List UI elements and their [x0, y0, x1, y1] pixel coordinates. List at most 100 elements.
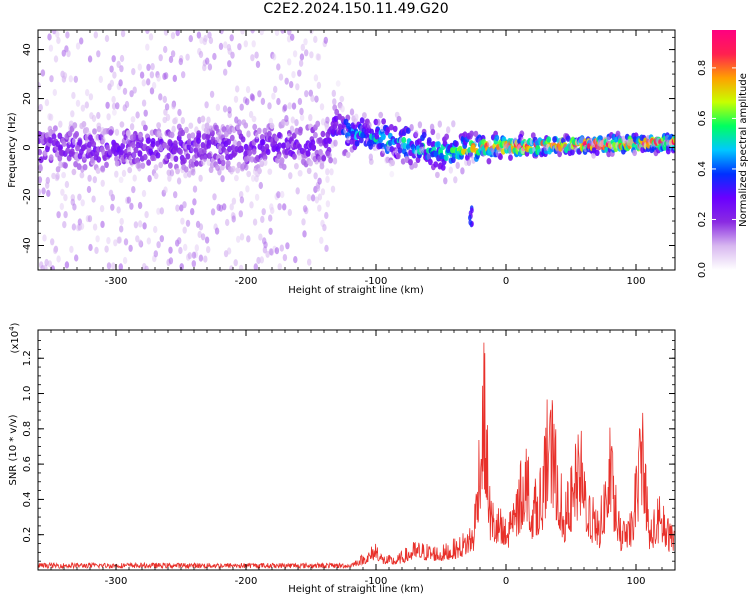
spectrogram-cell [104, 23, 108, 30]
spectrogram-cell [201, 148, 207, 155]
spectrogram-cell [307, 258, 312, 266]
spectrogram-cell [277, 263, 282, 270]
spectrogram-cell [293, 256, 298, 264]
spectrogram-cell [229, 203, 234, 211]
spectrogram-cell [70, 110, 75, 118]
spectrogram-cell [319, 163, 325, 170]
spectrogram-cell [194, 244, 199, 252]
spectrogram-cell [168, 257, 174, 265]
spectrogram-cell [46, 189, 51, 197]
spectrogram-cell [164, 103, 170, 111]
spectrogram-cell [53, 247, 58, 255]
spectrogram-cell [150, 154, 155, 162]
spectrogram-cell [291, 71, 296, 79]
spectrogram-cell [236, 235, 241, 243]
spectrogram-cell [360, 132, 365, 139]
spectrogram-cell [294, 163, 299, 170]
snr-y-tick-label: 0.8 [22, 421, 33, 437]
spectrogram-cell [42, 234, 47, 242]
spectrogram-cell [378, 111, 384, 119]
spectrogram-cell [87, 174, 92, 182]
spectrogram-cell [182, 226, 187, 234]
spectrogram-cell [339, 95, 345, 103]
spectrogram-cell [145, 30, 150, 34]
spectrogram-cell [58, 161, 63, 169]
spectrogram-cell [198, 223, 204, 231]
spectrogram-cell [294, 119, 299, 127]
spectrogram-cell [313, 131, 318, 139]
spectrogram-cell [222, 105, 228, 113]
spectrogram-cell [122, 256, 128, 265]
spectrogram-cell [468, 219, 473, 226]
spectrogram-cell [256, 127, 262, 134]
spectrogram-cell [126, 196, 132, 204]
spectrogram-cell [287, 208, 292, 217]
spectrogram-cell [319, 236, 324, 244]
colorbar-label: Normalized spectral amplitude [738, 73, 749, 227]
spectrogram-cell [163, 45, 168, 54]
spectrogram-cell [238, 210, 243, 218]
spectrogram-cell [320, 188, 326, 196]
spectrogram-cell [91, 114, 97, 123]
spectrogram-cell [138, 220, 143, 228]
spectrogram-cell [96, 111, 101, 120]
spectrogram-cell [317, 177, 322, 185]
spectrogram-cell [221, 126, 227, 133]
spectrogram-cell [202, 154, 208, 162]
spectrogram-cell [277, 131, 282, 139]
spectrogram-cell [84, 101, 90, 109]
spectrogram-cell [140, 162, 146, 169]
spectrogram-y-axis-label: Frequency (Hz) [7, 112, 18, 188]
spectrogram-cell [280, 190, 285, 199]
snr-y-tick-label: 1.2 [22, 350, 33, 366]
spectrogram-cell [274, 247, 280, 255]
spectrogram-cell [254, 193, 260, 201]
spectrogram-cell [218, 204, 224, 212]
spectrogram-cell [359, 117, 365, 124]
spectrogram-cell [468, 214, 472, 221]
spectrogram-cell [122, 87, 128, 95]
spectrogram-cell [252, 123, 258, 131]
spectrogram-cell [77, 193, 82, 201]
spectrogram-cell [227, 60, 232, 68]
spectrogram-y-tick-label: -40 [22, 237, 33, 253]
spectrogram-cell [302, 205, 308, 213]
spectrogram-cell [137, 201, 143, 210]
spectrogram-cell [311, 144, 316, 151]
colorbar-tick-label: 0.4 [697, 161, 708, 177]
spectrogram-cell [88, 93, 94, 101]
spectrogram-cell [207, 31, 212, 39]
spectrogram-cell [259, 157, 264, 165]
spectrogram-cell [309, 30, 314, 35]
spectrogram-cell [397, 147, 403, 154]
spectrogram-cell [182, 157, 187, 164]
spectrogram-cell [203, 255, 208, 263]
spectrogram-cell [131, 68, 136, 76]
spectrogram-cell [468, 151, 474, 159]
spectrogram-cell [317, 193, 323, 201]
spectrogram-cell [71, 168, 77, 176]
spectrogram-cell [141, 189, 147, 198]
spectrogram-cell [245, 185, 250, 193]
snr-x-axis-label: Height of straight line (km) [288, 584, 424, 595]
spectrogram-cell [126, 130, 131, 138]
spectrogram-cell [309, 51, 314, 59]
spectrogram-cell [159, 207, 164, 215]
spectrogram-cell [169, 169, 175, 177]
spectrogram-cell [131, 133, 136, 141]
spectrogram-cell [150, 63, 155, 71]
spectrogram-cell [62, 72, 68, 80]
spectrogram-cell [165, 113, 171, 122]
spectrogram-cell [335, 80, 341, 87]
spectrogram-cell [435, 132, 441, 140]
spectrogram-cell [260, 139, 266, 146]
spectrogram-cell [313, 172, 318, 180]
spectrogram-cell [203, 34, 208, 43]
spectrogram-cell [250, 54, 255, 62]
spectrogram-cell [237, 43, 242, 51]
spectrogram-cell [334, 108, 340, 116]
spectrogram-cell [320, 118, 326, 126]
spectrogram-cell [186, 138, 192, 146]
spectrogram-cell [75, 42, 81, 50]
spectrogram-cell [72, 122, 78, 129]
